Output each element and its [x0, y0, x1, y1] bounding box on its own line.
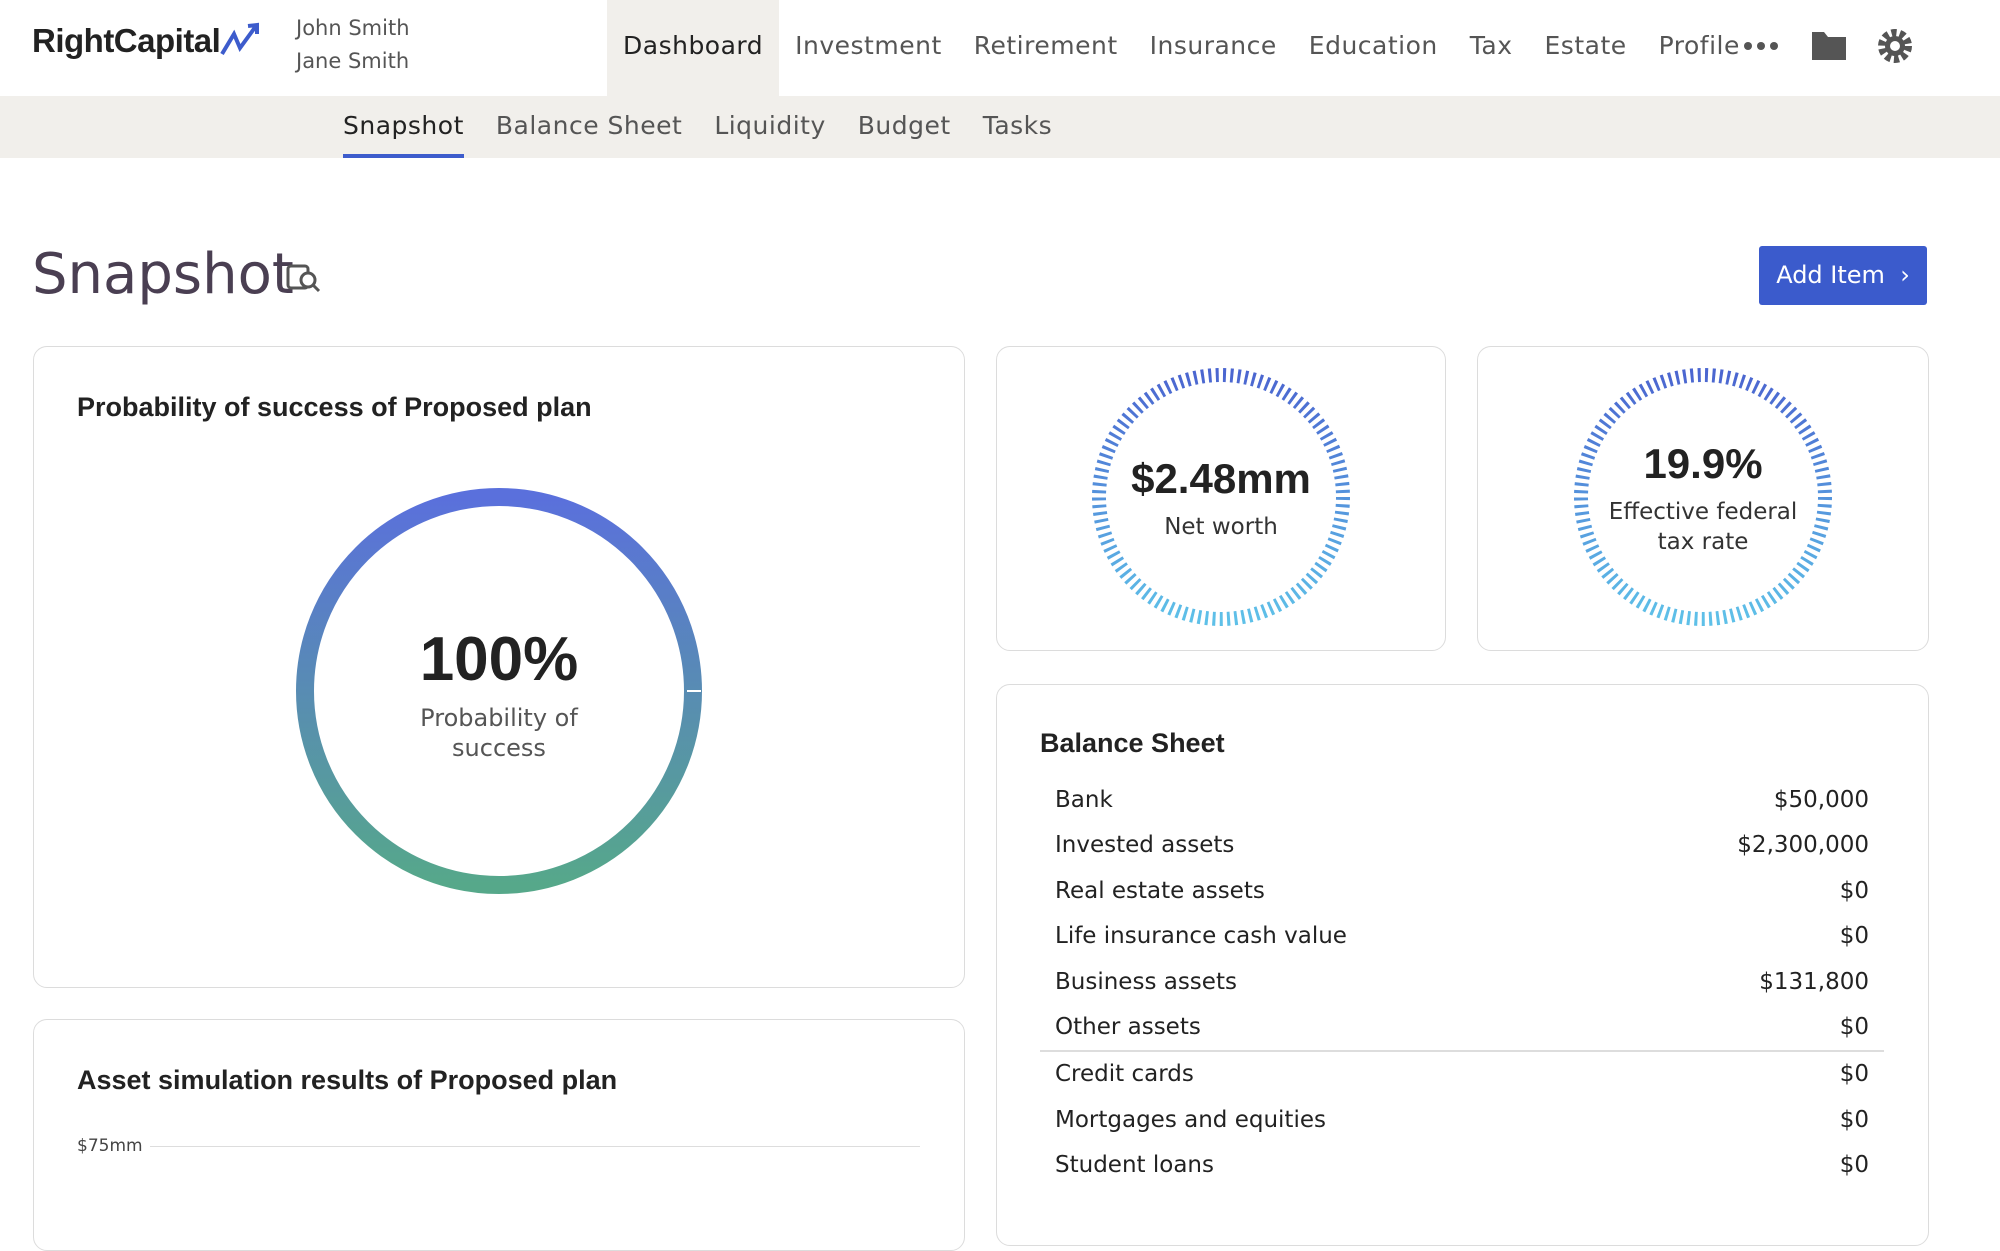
tax-card: [1477, 346, 1929, 651]
grid-line: [150, 1146, 920, 1147]
row-value: $2,300,000: [1737, 832, 1869, 859]
sub-bar: [0, 96, 2000, 158]
row-value: $0: [1839, 1152, 1869, 1179]
row-value: $0: [1839, 877, 1869, 904]
nav-item[interactable]: Dashboard: [607, 0, 780, 96]
folder-icon[interactable]: [1812, 32, 1846, 60]
row-value: $0: [1839, 1061, 1869, 1088]
page-title: Snapshot: [32, 242, 294, 307]
sub-nav-item[interactable]: Tasks: [982, 111, 1053, 140]
logo[interactable]: RightCapital: [32, 22, 264, 60]
nav-item[interactable]: Investment: [795, 31, 942, 60]
net-worth-value: $2.48mm: [1131, 455, 1311, 502]
add-item-button[interactable]: Add Item ›: [1759, 246, 1927, 305]
asset-card: [33, 1019, 965, 1251]
sub-nav-item[interactable]: Budget: [857, 111, 951, 140]
balance-row: Real estate assets $0: [1055, 878, 1869, 904]
nav-item[interactable]: Education: [1308, 31, 1438, 60]
balance-row: Mortgages and equities $0: [1055, 1107, 1869, 1133]
balance-row: Invested assets $2,300,000: [1055, 832, 1869, 858]
sub-nav-item[interactable]: Snapshot: [343, 96, 464, 158]
tax-value: 19.9%: [1643, 440, 1763, 487]
row-value: $0: [1839, 923, 1869, 950]
row-value: $131,800: [1759, 968, 1869, 995]
sub-nav-item[interactable]: Liquidity: [714, 111, 826, 140]
balance-row: Other assets $0: [1055, 1014, 1869, 1040]
settings-icon[interactable]: [1878, 29, 1912, 63]
row-label: Business assets: [1055, 968, 1237, 995]
nav-item[interactable]: Estate: [1544, 31, 1627, 60]
nav-item[interactable]: Retirement: [973, 31, 1118, 60]
card-title: Asset simulation results of Proposed pla…: [77, 1065, 618, 1095]
success-label: Probability of success: [420, 704, 578, 762]
balance-row: Student loans $0: [1055, 1152, 1869, 1178]
logo-arrow: [220, 22, 260, 56]
sub-nav: Snapshot Balance Sheet Liquidity Budget Task…: [327, 96, 1068, 158]
sub-nav-item[interactable]: Balance Sheet: [495, 111, 683, 140]
row-label: Bank: [1055, 787, 1113, 813]
row-label: Other assets: [1055, 1014, 1201, 1040]
row-value: $0: [1839, 1014, 1869, 1040]
balance-row: Business assets $131,800: [1055, 969, 1869, 995]
net-worth-card: [996, 346, 1446, 651]
client-name: John Smith: [296, 16, 410, 40]
row-label: Invested assets: [1055, 832, 1235, 859]
top-bar: [0, 0, 2000, 96]
success-donut: [296, 488, 702, 894]
tax-label: Effective federal tax rate: [1608, 499, 1798, 555]
balance-card: [996, 684, 1929, 1246]
nav-icons: [1744, 29, 1912, 63]
row-label: Mortgages and equities: [1055, 1106, 1326, 1133]
row-label: Real estate assets: [1055, 877, 1265, 904]
more-icon[interactable]: [1744, 42, 1778, 50]
main-nav: Dashboard Investment Retirement Insurance Ed…: [607, 0, 1756, 96]
row-label: Life insurance cash value: [1055, 923, 1347, 950]
balance-row: Credit cards $0: [1055, 1061, 1869, 1087]
success-value: 100%: [419, 625, 579, 694]
nav-item[interactable]: Profile: [1658, 31, 1740, 60]
y-label: $75mm: [77, 1136, 143, 1156]
balance-row: Bank $50,000: [1055, 787, 1869, 813]
net-worth-label: Net worth: [1164, 514, 1278, 540]
nav-item[interactable]: Tax: [1469, 31, 1513, 60]
row-value: $50,000: [1773, 787, 1869, 813]
row-value: $0: [1839, 1106, 1869, 1133]
row-label: Credit cards: [1055, 1061, 1194, 1088]
card-title: Probability of success of Proposed plan: [77, 392, 592, 422]
dials: [1092, 368, 1832, 626]
preview-icon[interactable]: [286, 260, 322, 296]
client-name: Jane Smith: [296, 49, 410, 73]
balance-row: Life insurance cash value $0: [1055, 923, 1869, 949]
divider: [1040, 1050, 1884, 1052]
card-title: Balance Sheet: [1040, 728, 1225, 758]
nav-item[interactable]: Insurance: [1149, 31, 1277, 60]
row-label: Student loans: [1055, 1152, 1214, 1179]
